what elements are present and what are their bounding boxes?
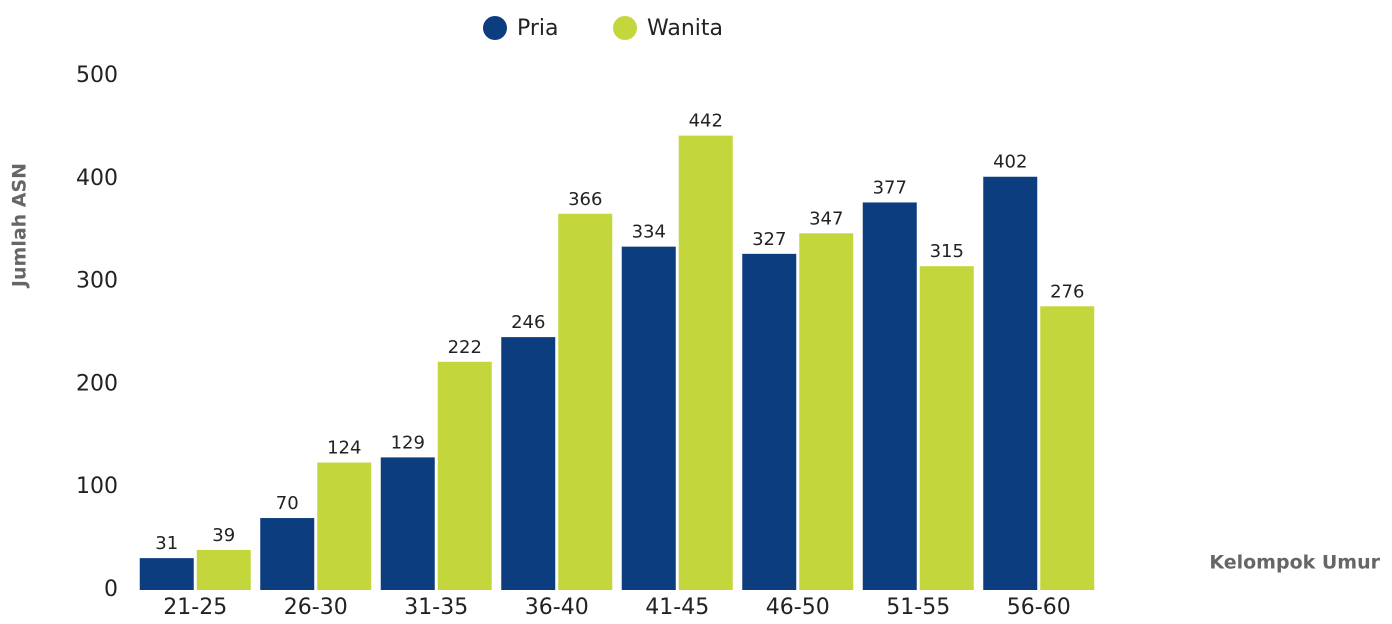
value-label: 246 <box>511 312 545 333</box>
x-tick-label: 31-35 <box>404 595 468 620</box>
bar <box>437 361 492 590</box>
value-label: 31 <box>155 533 178 554</box>
x-axis-title: Kelompok Umur <box>1209 552 1380 574</box>
value-label: 377 <box>873 177 907 198</box>
value-label: 39 <box>212 525 235 546</box>
x-tick-label: 21-25 <box>163 595 227 620</box>
bar <box>139 558 194 590</box>
x-tick-label: 46-50 <box>766 595 830 620</box>
y-axis-title: Jumlah ASN <box>9 163 31 289</box>
value-label: 347 <box>809 208 843 229</box>
value-label: 315 <box>930 241 964 262</box>
value-label: 402 <box>993 152 1027 173</box>
x-tick-label: 36-40 <box>525 595 589 620</box>
y-tick-label: 300 <box>76 269 118 294</box>
x-tick-label: 51-55 <box>886 595 950 620</box>
value-label: 222 <box>448 337 482 358</box>
bar <box>380 457 435 590</box>
y-tick-label: 100 <box>76 474 118 499</box>
value-label: 276 <box>1050 281 1084 302</box>
legend-label: Wanita <box>647 16 723 41</box>
legend-marker <box>483 16 507 40</box>
bar <box>317 462 372 590</box>
legend-label: Pria <box>517 16 559 41</box>
y-tick-label: 200 <box>76 371 118 396</box>
bar <box>742 253 797 590</box>
bar <box>919 266 974 590</box>
y-tick-label: 0 <box>104 577 118 602</box>
bar <box>260 518 315 590</box>
bar <box>983 176 1038 590</box>
value-label: 334 <box>632 222 666 243</box>
bar <box>558 213 613 590</box>
bar <box>799 233 854 590</box>
value-label: 442 <box>689 111 723 132</box>
bar <box>621 246 676 590</box>
value-label: 70 <box>276 493 299 514</box>
value-label: 366 <box>568 189 602 210</box>
bar <box>678 135 733 590</box>
value-label: 129 <box>391 432 425 453</box>
y-tick-label: 400 <box>76 166 118 191</box>
value-label: 124 <box>327 438 361 459</box>
bar <box>1040 306 1095 590</box>
x-tick-label: 56-60 <box>1007 595 1071 620</box>
value-label: 327 <box>752 229 786 250</box>
bar <box>501 337 556 590</box>
x-tick-label: 41-45 <box>645 595 709 620</box>
bar <box>862 202 917 590</box>
y-tick-label: 500 <box>76 63 118 88</box>
legend-marker <box>613 16 637 40</box>
x-tick-label: 26-30 <box>284 595 348 620</box>
bar <box>196 549 251 590</box>
